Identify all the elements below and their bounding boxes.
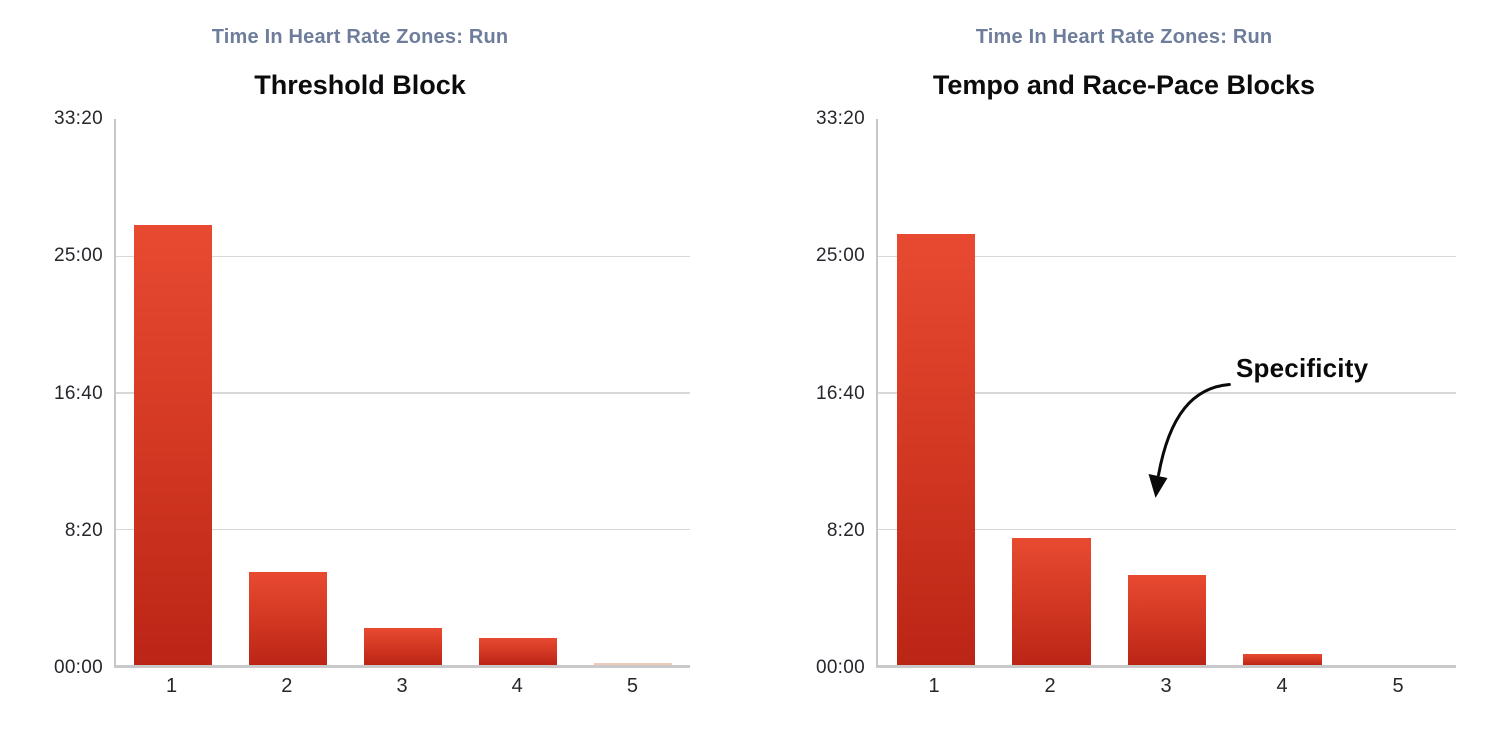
bar-slot <box>575 119 690 665</box>
bar-slot <box>1225 119 1341 665</box>
chart-body: 33:20 25:00 16:40 8:20 00:00 Specificity <box>792 108 1456 678</box>
y-axis-labels: 33:20 25:00 16:40 8:20 00:00 <box>792 108 876 678</box>
bar <box>896 233 976 665</box>
bar <box>249 572 328 665</box>
bar-slot <box>116 119 231 665</box>
chart-threshold-block: Time In Heart Rate Zones: Run Threshold … <box>30 24 690 752</box>
plot-area: Specificity <box>876 119 1456 668</box>
x-tick-label: 3 <box>1160 675 1172 697</box>
x-tick-label: 3 <box>396 675 408 697</box>
gridline <box>116 392 690 394</box>
x-axis-labels: 1 2 3 4 5 <box>876 675 1456 698</box>
y-tick-label: 8:20 <box>64 519 103 541</box>
bar-slot <box>346 119 461 665</box>
bar <box>478 637 557 665</box>
bar-slot <box>1340 119 1456 665</box>
y-tick-label: 00:00 <box>815 657 865 678</box>
bar <box>363 628 443 665</box>
x-tick-label: 4 <box>511 675 523 697</box>
gridline <box>116 255 690 257</box>
y-tick-label: 25:00 <box>53 245 103 267</box>
bar-slot <box>460 119 575 665</box>
plot-area <box>114 119 690 668</box>
bar-slot <box>231 119 346 665</box>
y-tick-label: 16:40 <box>53 382 103 404</box>
bar <box>134 225 213 665</box>
x-tick-label: 2 <box>1044 675 1056 697</box>
specificity-annotation-label: Specificity <box>1236 353 1369 383</box>
chart-title: Tempo and Race-Pace Blocks <box>932 70 1316 100</box>
chart-subtitle: Time In Heart Rate Zones: Run <box>211 26 509 48</box>
bar <box>1012 538 1091 665</box>
y-tick-label: 00:00 <box>53 657 103 678</box>
y-tick-label: 25:00 <box>815 245 865 267</box>
x-tick-label: 1 <box>166 675 178 697</box>
x-axis-labels: 1 2 3 4 5 <box>114 675 690 698</box>
gridline <box>116 528 690 530</box>
y-axis-labels: 33:20 25:00 16:40 8:20 00:00 <box>30 108 114 678</box>
bar-slot <box>878 119 994 665</box>
bars-container <box>878 119 1456 665</box>
x-tick-label: 5 <box>626 675 638 697</box>
bar <box>593 663 672 665</box>
x-tick-label: 5 <box>1392 675 1404 697</box>
x-axis-row: 1 2 3 4 5 <box>30 675 690 698</box>
chart-subtitle: Time In Heart Rate Zones: Run <box>975 26 1273 48</box>
x-tick-label: 2 <box>281 675 293 697</box>
y-tick-label: 16:40 <box>815 382 865 404</box>
x-tick-label: 1 <box>928 675 940 697</box>
chart-tempo-race-pace-blocks: Time In Heart Rate Zones: Run Tempo and … <box>792 24 1456 752</box>
bar-slot <box>1109 119 1225 665</box>
chart-title: Threshold Block <box>254 70 466 100</box>
y-tick-label: 33:20 <box>53 108 103 129</box>
chart-body: 33:20 25:00 16:40 8:20 00:00 <box>30 108 690 678</box>
gridline <box>878 255 1456 257</box>
bar <box>1243 654 1322 665</box>
y-tick-label: 8:20 <box>826 519 865 541</box>
bars-container <box>116 119 690 665</box>
bar <box>1127 574 1207 665</box>
x-tick-label: 4 <box>1276 675 1288 697</box>
gridline <box>878 528 1456 530</box>
bar-slot <box>994 119 1110 665</box>
x-axis-row: 1 2 3 4 5 <box>792 675 1456 698</box>
y-tick-label: 33:20 <box>815 108 865 129</box>
